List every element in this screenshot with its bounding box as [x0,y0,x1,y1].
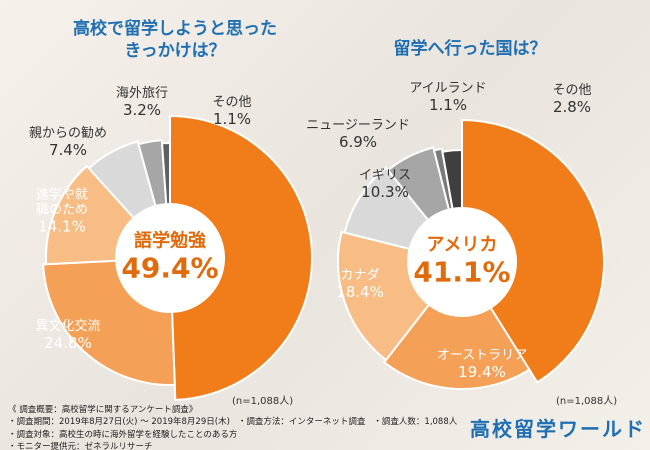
category-label: 親からの勧め [28,125,108,141]
value-label: 41.1% [413,255,511,289]
survey-item: ・調査期間：2019年8月27日(火) ～ 2019年8月29日(木) [8,417,230,428]
title-line: 高校で留学しようと思った [73,19,277,39]
category-label: 進学や就職のため [35,187,88,218]
survey-item: ・調査方法：インターネット調査 [237,417,366,428]
category-label: イギリス [358,167,412,183]
slice-label: その他 1.1% [212,94,252,128]
value-label: 6.9% [338,132,378,151]
value-label: 18.4% [336,282,384,301]
slice-label: オーストラリア 19.4% [436,347,528,381]
pie-slice [461,118,605,384]
value-label: 1.1% [428,95,468,114]
slice-label: アイルランド 1.1% [409,80,487,114]
chart-title: 高校で留学しようと思った きっかけは？ [55,18,295,62]
category-label: 海外旅行 [115,85,169,101]
slice-label: イギリス 10.3% [358,167,412,201]
slice-label: 親からの勧め 7.4% [28,125,108,159]
slice-label: 語学勉強 49.4% [121,230,219,285]
category-label: その他 [212,94,252,110]
sample-note: (n=1,088人) [556,396,618,407]
category-label: オーストラリア [436,347,528,363]
slice-label: アメリカ 41.1% [413,234,511,289]
survey-items: ・調査期間：2019年8月27日(火) ～ 2019年8月29日(木) ・調査方法… [8,416,478,450]
survey-item: ・モニター提供元：ゼネラルリサーチ [8,441,153,450]
center-hole [407,207,517,317]
slice-label: その他 2.8% [552,82,592,116]
pie-slice [169,114,313,401]
category-label: カナダ [340,267,380,283]
slice-label: ニュージーランド 6.9% [306,117,410,151]
brand-logo: 高校留学ワールド [470,417,646,441]
value-label: 1.1% [212,109,252,128]
pie-slice [382,260,531,390]
slice-label: カナダ 18.4% [336,267,384,301]
value-label: 3.2% [122,100,162,119]
slice-label: 海外旅行 3.2% [115,85,169,119]
slice-label: 進学や就職のため 14.1% [30,187,94,236]
category-label: その他 [552,82,592,98]
value-label: 2.8% [552,97,592,116]
value-label: 7.4% [48,140,88,159]
category-label: アメリカ [426,234,498,256]
slice-label: 異文化交流 24.8% [35,318,101,352]
category-label: 語学勉強 [133,230,206,252]
survey-notes: 《 調査概要：高校留学に関するアンケート調査》 ・調査期間：2019年8月27日… [8,404,478,450]
survey-heading: 《 調査概要：高校留学に関するアンケート調査》 [8,405,198,415]
value-label: 10.3% [361,182,409,201]
title-line: 留学へ行った国は？ [393,39,547,59]
chart-title: 留学へ行った国は？ [360,38,580,60]
survey-item: ・調査人数：1,088人 [373,417,458,428]
category-label: 異文化交流 [35,318,101,334]
value-label: 24.8% [44,333,92,352]
survey-item: ・調査対象：高校生の時に海外留学を経験したことのある方 [8,429,238,440]
title-line: きっかけは？ [124,41,226,62]
value-label: 14.1% [38,217,86,236]
category-label: アイルランド [409,80,487,96]
category-label: ニュージーランド [306,117,410,133]
value-label: 19.4% [458,362,506,381]
sample-note: (n=1,088人) [232,396,294,407]
center-hole [115,203,225,313]
value-label: 49.4% [121,251,219,285]
